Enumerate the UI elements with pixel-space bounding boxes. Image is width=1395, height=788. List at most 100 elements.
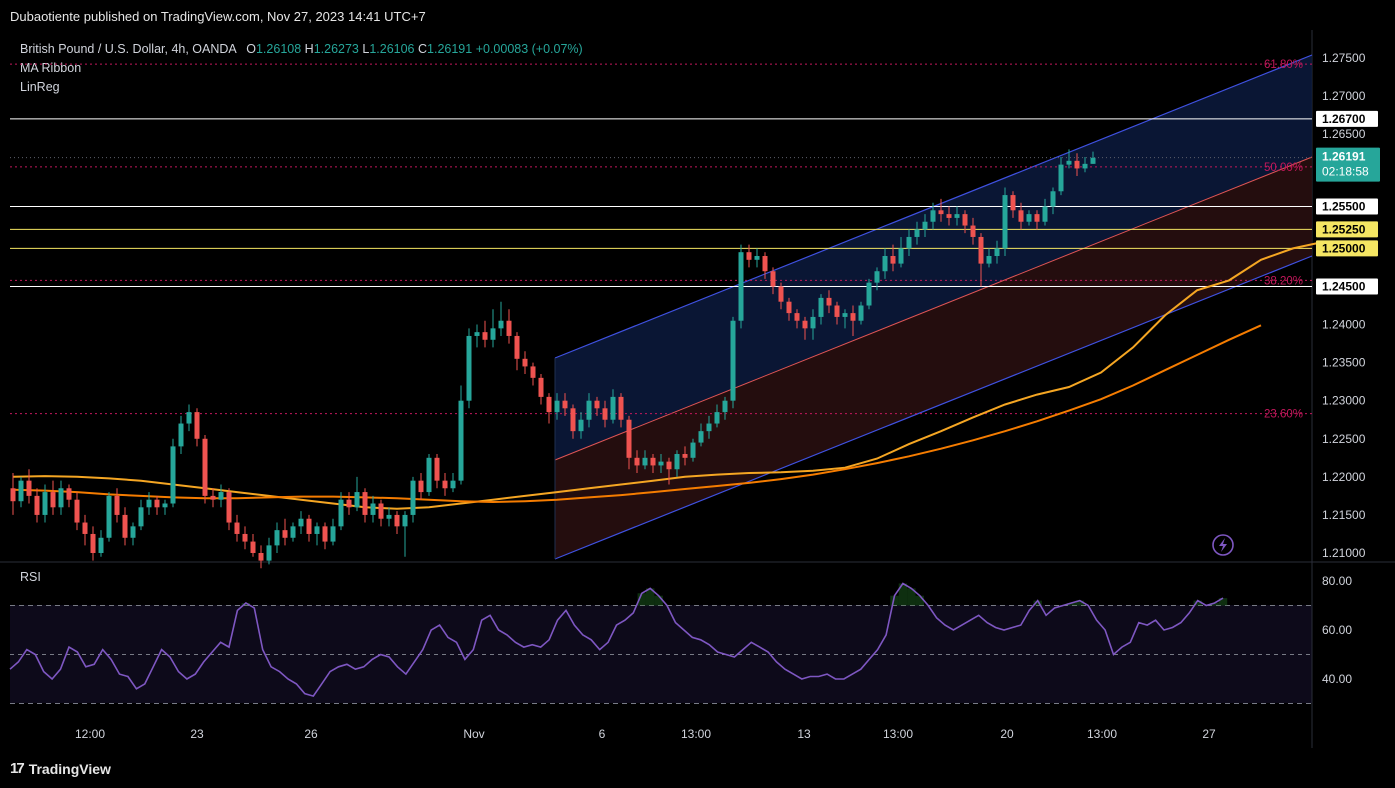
candle-body xyxy=(426,457,432,493)
candle-body xyxy=(650,457,656,466)
fib-label-1: 50.00% xyxy=(1264,162,1303,174)
candle-body xyxy=(842,313,848,317)
level-tag-4-bg xyxy=(1316,278,1378,295)
candle-body xyxy=(282,530,288,538)
candle-body xyxy=(370,503,376,515)
candle-body xyxy=(682,454,688,458)
time-tick-5: 13:00 xyxy=(681,727,711,741)
candle-body xyxy=(1074,160,1080,169)
rsi-overbought-fill xyxy=(1075,600,1085,606)
level-tag-1-bg xyxy=(1316,198,1378,215)
rsi-tick-2: 40.00 xyxy=(1322,672,1352,686)
rsi-overbought-fill xyxy=(1210,603,1219,606)
candle-body xyxy=(826,297,832,306)
candle-body xyxy=(986,256,992,264)
candle-body xyxy=(1042,206,1048,222)
time-tick-9: 13:00 xyxy=(1087,727,1117,741)
price-tick-12: 1.21500 xyxy=(1322,508,1366,522)
candle-body xyxy=(634,457,640,466)
candle-body xyxy=(1050,191,1056,207)
candle-body xyxy=(314,526,320,534)
candle-body xyxy=(570,408,576,432)
alert-icon[interactable] xyxy=(1212,534,1234,556)
candle-body xyxy=(418,480,424,493)
candle-body xyxy=(898,248,904,264)
time-tick-8: 20 xyxy=(1000,727,1014,741)
candle-body xyxy=(466,335,472,401)
rsi-pane-title[interactable]: RSI xyxy=(20,570,41,584)
time-tick-1: 23 xyxy=(190,727,204,741)
candle-body xyxy=(674,454,680,470)
candle-body xyxy=(562,400,568,409)
candle-body xyxy=(50,492,56,508)
price-tick-1: 1.27000 xyxy=(1322,89,1366,103)
candle-body xyxy=(1082,163,1088,169)
time-tick-10: 27 xyxy=(1202,727,1216,741)
candle-body xyxy=(330,526,336,542)
rsi-overbought-fill xyxy=(915,595,924,606)
linreg-lower-fill xyxy=(555,157,1312,559)
candle-body xyxy=(546,396,552,413)
candle-body xyxy=(890,256,896,264)
candle-body xyxy=(234,522,240,534)
candle-body xyxy=(666,461,672,470)
candle-body xyxy=(226,492,232,523)
candle-body xyxy=(586,400,592,420)
candle-body xyxy=(42,492,48,515)
candle-body xyxy=(970,225,976,237)
candle-body xyxy=(1018,210,1024,222)
candle-body xyxy=(658,461,664,466)
candle-body xyxy=(770,271,776,287)
candle-body xyxy=(538,377,544,397)
candle-body xyxy=(474,332,480,336)
candle-body xyxy=(530,366,536,378)
candle-body xyxy=(994,248,1000,256)
candle-body xyxy=(514,335,520,359)
price-tick-8: 1.23500 xyxy=(1322,356,1366,370)
candle-body xyxy=(722,400,728,413)
price-tick-0: 1.27500 xyxy=(1322,51,1366,65)
candle-body xyxy=(378,503,384,519)
low-label: L xyxy=(362,42,370,56)
candle-body xyxy=(1058,164,1064,192)
candle-body xyxy=(90,533,96,553)
candle-body xyxy=(74,499,80,523)
level-tag-0: 1.26700 xyxy=(1322,112,1366,126)
candle-body xyxy=(866,282,872,306)
time-tick-3: Nov xyxy=(463,727,484,741)
price-tick-11: 1.22000 xyxy=(1322,470,1366,484)
candle-body xyxy=(98,537,104,553)
candle-body xyxy=(882,256,888,272)
last-price-tag: 1.26191 xyxy=(1322,150,1366,164)
open-value: 1.26108 xyxy=(255,42,302,56)
last-price-tag-bg xyxy=(1316,147,1380,182)
candle-body xyxy=(610,396,616,420)
candle-body xyxy=(306,518,312,534)
indicator-linreg[interactable]: LinReg xyxy=(20,80,60,94)
price-tick-13: 1.21000 xyxy=(1322,546,1366,560)
candle-body xyxy=(66,488,72,500)
candle-body xyxy=(362,492,368,515)
candle-body xyxy=(338,499,344,527)
candle-body xyxy=(738,252,744,321)
candle-body xyxy=(762,256,768,272)
candle-body xyxy=(1034,214,1040,222)
level-tag-4: 1.24500 xyxy=(1322,279,1366,293)
rsi-overbought-fill xyxy=(890,595,899,606)
candle-body xyxy=(1002,195,1008,249)
candle-body xyxy=(298,518,304,527)
symbol-title[interactable]: British Pound / U.S. Dollar, 4h, OANDA xyxy=(20,42,237,56)
candle-body xyxy=(794,313,800,321)
candle-body xyxy=(698,431,704,443)
candle-body xyxy=(618,396,624,420)
linreg-mid-line xyxy=(554,156,1313,461)
time-tick-6: 13 xyxy=(797,727,811,741)
rsi-overbought-fill xyxy=(241,603,251,606)
countdown-tag: 02:18:58 xyxy=(1322,165,1369,179)
linreg-upper-fill xyxy=(555,55,1312,460)
candle-body xyxy=(162,503,168,508)
rsi-overbought-fill xyxy=(1218,598,1228,606)
rsi-overbought-fill xyxy=(654,595,663,606)
fib-label-3: 23.60% xyxy=(1264,409,1303,421)
